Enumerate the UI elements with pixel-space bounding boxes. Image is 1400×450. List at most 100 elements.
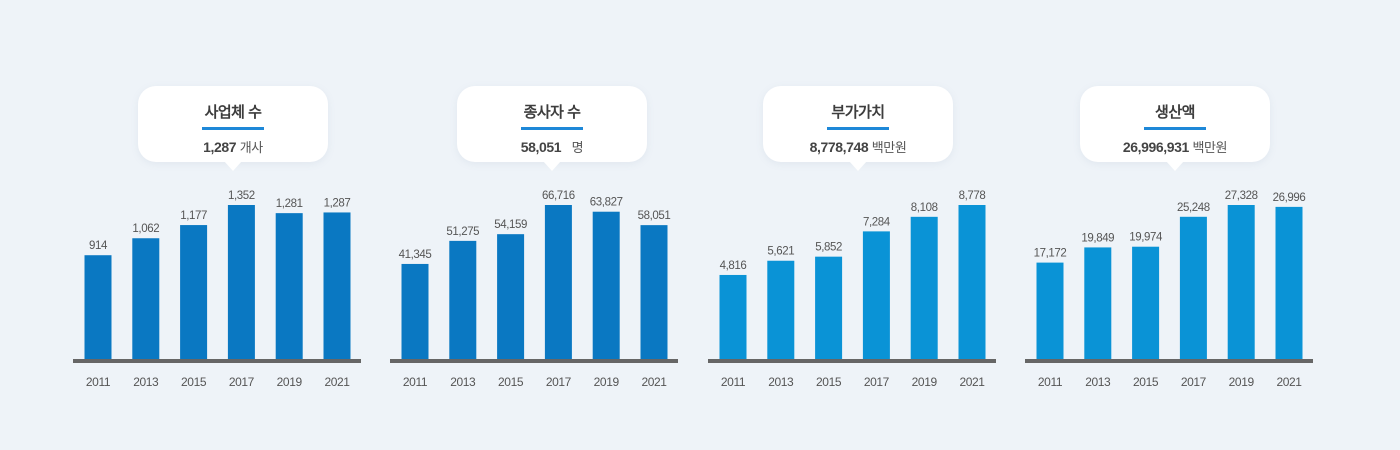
bar-2011: [1036, 262, 1064, 360]
x-tick-label: 2013: [768, 375, 794, 389]
chart-panel-employees: 종사자 수 58,051 명 41,345 2011 51,275 2013 54,15…: [387, 0, 707, 450]
bar-2021: [323, 212, 351, 360]
data-label: 17,172: [1034, 248, 1067, 260]
x-tick-label: 2011: [86, 375, 111, 389]
x-tick-label: 2017: [229, 375, 255, 389]
x-axis-line: [1025, 359, 1313, 363]
data-label: 26,996: [1273, 192, 1306, 204]
x-axis-line: [73, 359, 361, 363]
summary-callout: 생산액 26,996,931 백만원: [1080, 86, 1270, 171]
data-label: 19,849: [1081, 232, 1114, 244]
chart-panel-value-added: 부가가치 8,778,748 백만원 4,816 2011 5,621 2013 5,8…: [705, 0, 1025, 450]
summary-number: 1,287: [203, 139, 237, 155]
chart-title: 종사자 수: [523, 104, 581, 121]
x-tick-label: 2013: [1085, 375, 1111, 389]
bar-2021: [640, 225, 668, 360]
x-tick-label: 2019: [277, 375, 303, 389]
x-tick-label: 2015: [498, 375, 524, 389]
bar-2021: [958, 205, 986, 360]
data-label: 63,827: [590, 197, 623, 209]
bar-2013: [449, 240, 477, 360]
x-tick-label: 2013: [133, 375, 159, 389]
x-axis-line: [390, 359, 678, 363]
bar-2013: [1084, 247, 1112, 360]
summary-unit: 백만원: [1192, 140, 1228, 155]
data-label: 1,287: [324, 197, 351, 209]
data-label: 41,345: [399, 249, 432, 261]
data-label: 27,328: [1225, 190, 1258, 202]
title-underline: [1144, 127, 1206, 130]
chart-title: 부가가치: [831, 104, 885, 121]
data-label: 54,159: [494, 219, 527, 231]
bar-2011: [719, 274, 747, 360]
data-label: 1,281: [276, 198, 303, 210]
bar-2015: [180, 225, 208, 360]
bar-2011: [401, 263, 429, 360]
x-tick-label: 2021: [959, 375, 985, 389]
summary-callout: 부가가치 8,778,748 백만원: [763, 86, 953, 171]
chart-panel-production: 생산액 26,996,931 백만원 17,172 2011 19,849 2013 1…: [1022, 0, 1342, 450]
x-tick-label: 2011: [403, 375, 428, 389]
bar-2019: [592, 211, 620, 360]
data-label: 8,108: [911, 202, 938, 214]
chart-panel-establishments: 사업체 수 1,287 개사 914 2011 1,062 2013 1,177 2015…: [70, 0, 390, 450]
summary-callout: 종사자 수 58,051 명: [457, 86, 647, 171]
data-label: 4,816: [720, 260, 747, 272]
chart-title: 생산액: [1155, 104, 1195, 121]
title-underline: [202, 127, 264, 130]
bar-chart-employees: 41,345 2011 51,275 2013 54,159 2015 66,716 2017…: [390, 190, 678, 389]
x-tick-label: 2021: [641, 375, 667, 389]
bar-2015: [497, 234, 525, 360]
bar-chart-production: 17,172 2011 19,849 2013 19,974 2015 25,248 2017…: [1025, 190, 1313, 389]
x-tick-label: 2017: [864, 375, 890, 389]
x-tick-label: 2019: [1229, 375, 1255, 389]
bar-2015: [815, 256, 843, 360]
x-tick-label: 2021: [1276, 375, 1302, 389]
bar-2017: [862, 231, 890, 360]
data-label: 8,778: [959, 190, 986, 202]
summary-unit: 개사: [239, 140, 264, 155]
bar-2013: [767, 260, 795, 360]
bar-chart-establishments: 914 2011 1,062 2013 1,177 2015 1,352 2017 1,281 2…: [73, 190, 361, 389]
x-tick-label: 2021: [324, 375, 350, 389]
summary-value: 8,778,748 백만원: [763, 137, 953, 156]
data-label: 5,621: [767, 246, 794, 258]
x-tick-label: 2015: [181, 375, 207, 389]
bar-2017: [544, 205, 572, 360]
bar-2017: [227, 205, 255, 360]
bar-2013: [132, 238, 160, 360]
data-label: 25,248: [1177, 202, 1210, 214]
data-label: 19,974: [1129, 232, 1163, 244]
data-label: 66,716: [542, 190, 575, 202]
data-label: 914: [89, 240, 108, 252]
x-tick-label: 2015: [1133, 375, 1159, 389]
summary-number: 26,996,931: [1122, 139, 1189, 155]
data-label: 1,352: [228, 190, 255, 202]
summary-number: 8,778,748: [809, 139, 869, 155]
bar-2021: [1275, 206, 1303, 360]
x-tick-label: 2019: [594, 375, 620, 389]
bar-2011: [84, 255, 112, 360]
bar-2019: [910, 216, 938, 360]
chart-title: 사업체 수: [204, 104, 262, 121]
summary-callout: 사업체 수 1,287 개사: [138, 86, 328, 171]
data-label: 5,852: [815, 242, 842, 254]
x-tick-label: 2015: [816, 375, 842, 389]
summary-unit: 명: [571, 140, 584, 155]
summary-number: 58,051: [520, 139, 562, 155]
bar-2019: [1227, 205, 1255, 360]
bar-2017: [1179, 216, 1207, 360]
bar-2015: [1132, 246, 1160, 360]
summary-value: 26,996,931 백만원: [1080, 137, 1270, 156]
x-axis-line: [708, 359, 996, 363]
bar-chart-value-added: 4,816 2011 5,621 2013 5,852 2015 7,284 2017 8,10…: [708, 190, 996, 389]
data-label: 58,051: [638, 210, 671, 222]
title-underline: [521, 127, 583, 130]
x-tick-label: 2019: [912, 375, 938, 389]
x-tick-label: 2011: [1038, 375, 1063, 389]
data-label: 1,177: [180, 210, 207, 222]
summary-value: 1,287 개사: [138, 137, 328, 156]
data-label: 51,275: [446, 226, 479, 238]
summary-value: 58,051 명: [457, 137, 647, 156]
summary-unit: 백만원: [871, 140, 907, 155]
